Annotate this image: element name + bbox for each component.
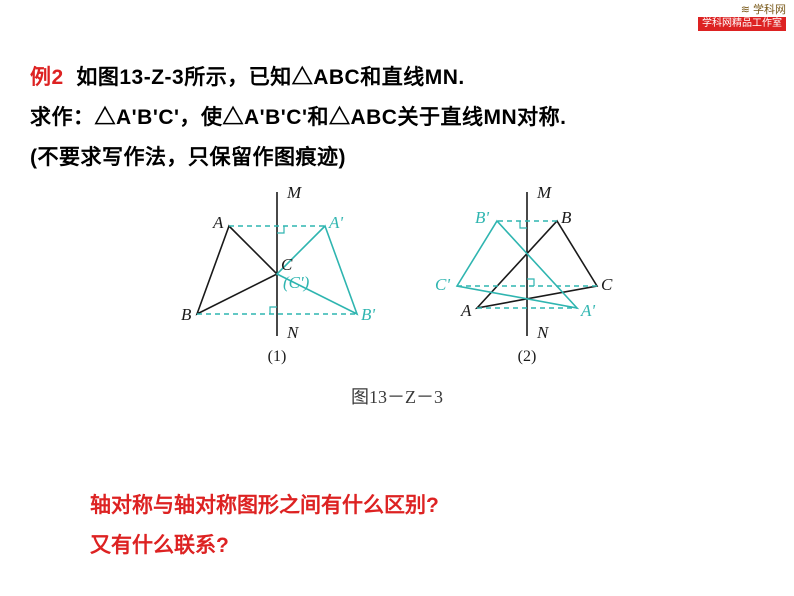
svg-text:A': A' [580,301,595,320]
questions: 轴对称与轴对称图形之间有什么区别? 又有什么联系? [90,486,439,566]
example-text: 如图13-Z-3所示，已知△ABC和直线MN. [76,66,464,89]
svg-text:B: B [561,208,572,227]
svg-text:A: A [212,213,224,232]
svg-text:B': B' [361,305,375,324]
svg-text:A': A' [328,213,343,232]
svg-text:N: N [536,323,550,342]
example-label: 例2 [30,66,64,89]
geometry-diagram: M N A B C A' B' (C') (1) M N B A C B' A' C' (2) [147,186,647,376]
svg-text:M: M [536,186,552,202]
svg-text:C': C' [435,275,450,294]
content: 例2 如图13-Z-3所示，已知△ABC和直线MN. 求作：△A'B'C'，使△… [0,0,794,409]
svg-text:M: M [286,186,302,202]
svg-text:C: C [281,255,293,274]
svg-text:C: C [601,275,613,294]
figure: M N A B C A' B' (C') (1) M N B A C B' A' C' (2) 图13－Z－3 [30,186,764,409]
question-1: 轴对称与轴对称图形之间有什么区别? [90,486,439,526]
watermark-brand: ≋ 学科网 [698,4,786,17]
watermark-badge: 学科网精品工作室 [698,17,786,31]
figure-caption: 图13－Z－3 [30,383,764,409]
example-line: 例2 如图13-Z-3所示，已知△ABC和直线MN. [30,58,764,98]
line-3: (不要求写作法，只保留作图痕迹) [30,138,764,178]
svg-text:B: B [181,305,192,324]
line-2: 求作：△A'B'C'，使△A'B'C'和△ABC关于直线MN对称. [30,98,764,138]
svg-text:(C'): (C') [283,273,310,292]
svg-text:B': B' [475,208,489,227]
svg-text:(1): (1) [268,348,287,365]
svg-text:N: N [286,323,300,342]
svg-text:A: A [460,301,472,320]
svg-text:(2): (2) [518,348,537,365]
watermark: ≋ 学科网 学科网精品工作室 [698,4,786,31]
question-2: 又有什么联系? [90,526,439,566]
